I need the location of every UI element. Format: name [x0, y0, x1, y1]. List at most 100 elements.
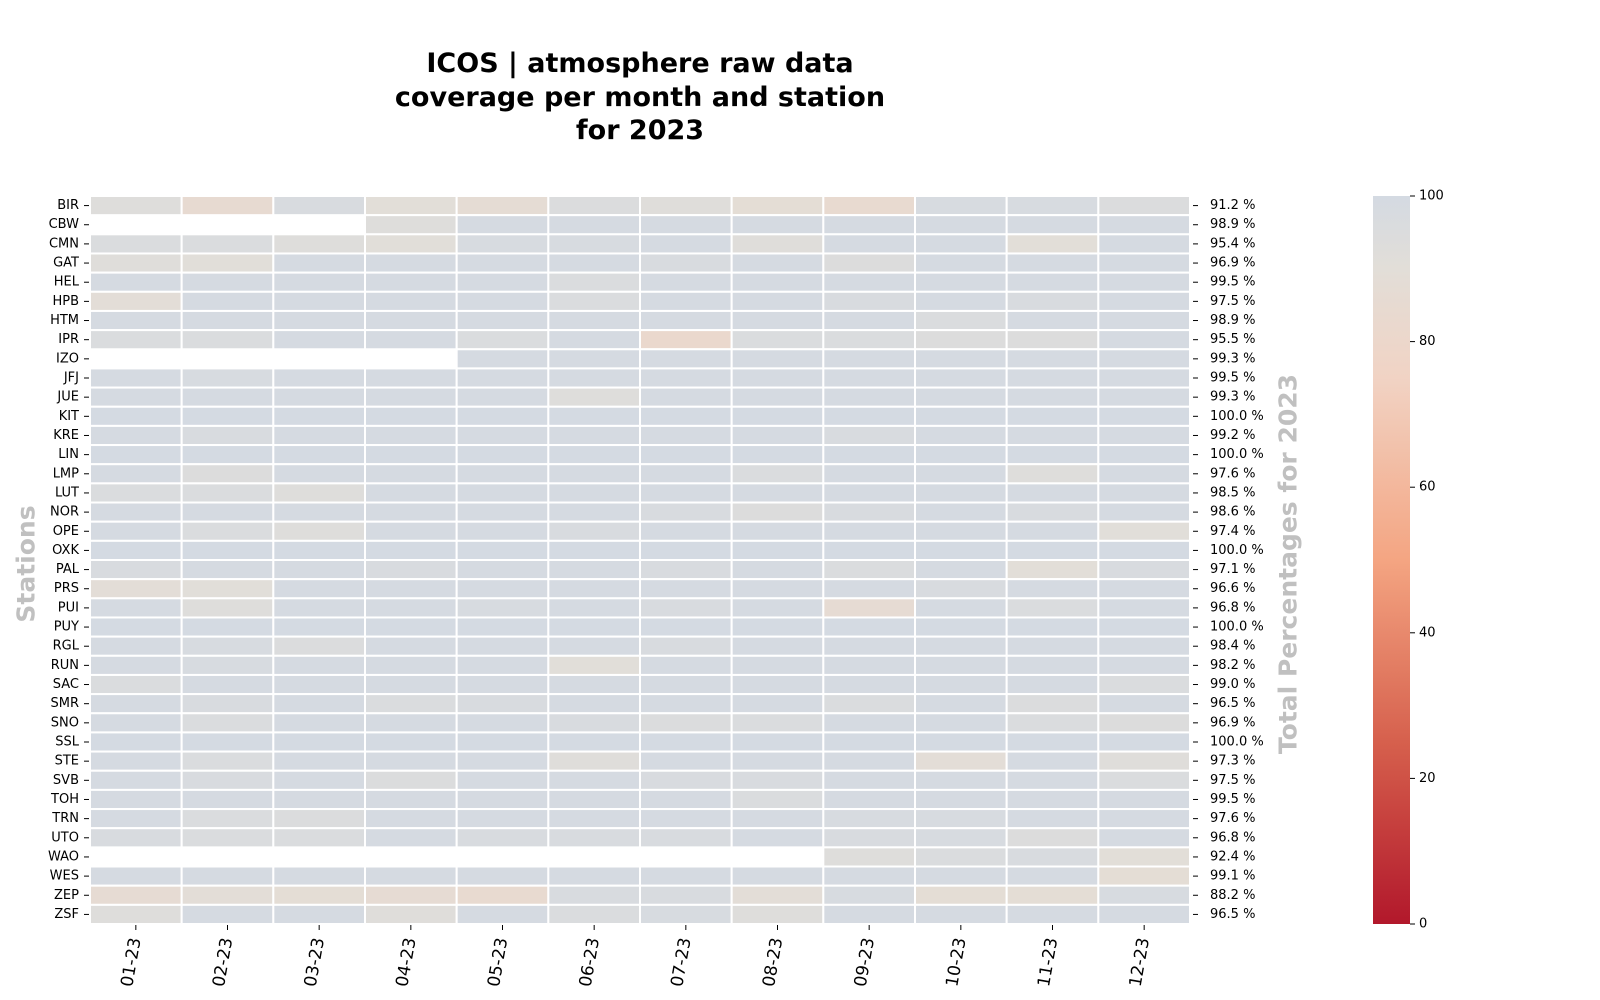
station-tick-label: WES [50, 869, 79, 884]
heatmap-cell [1005, 788, 1100, 811]
heatmap-cell [1097, 616, 1192, 638]
heatmap-cell [272, 769, 367, 791]
heatmap-cell [180, 329, 275, 351]
heatmap-cell [1097, 367, 1192, 389]
heatmap-cell [364, 616, 458, 638]
heatmap-cell [272, 271, 367, 293]
heatmap-cell [89, 673, 183, 696]
heatmap-cell [914, 214, 1008, 236]
heatmap-cell [914, 808, 1008, 830]
heatmap-cell [822, 559, 916, 581]
heatmap-cell [547, 788, 641, 811]
total-percentage-label: 98.9 % [1210, 313, 1255, 328]
station-tick-label: HTM [50, 313, 79, 328]
heatmap-cell [364, 903, 458, 925]
heatmap-cell [1097, 654, 1192, 676]
heatmap-cell [639, 559, 733, 581]
heatmap-cell [455, 252, 550, 274]
heatmap-cell [272, 559, 367, 581]
heatmap-cell [455, 233, 550, 255]
heatmap-cell [730, 539, 825, 561]
heatmap-cell [455, 616, 550, 638]
heatmap-cell [639, 501, 733, 523]
station-tick-label: KIT [59, 409, 79, 424]
heatmap-cell [822, 673, 916, 696]
heatmap-cell [822, 846, 916, 868]
right-axis-label: Total Percentages for 2023 [1274, 374, 1303, 754]
heatmap-cell [914, 673, 1008, 696]
total-percentage-label: 100.0 % [1210, 543, 1264, 558]
heatmap-cell [89, 827, 183, 849]
total-percentage-label: 92.4 % [1210, 849, 1255, 864]
heatmap-cell [364, 520, 458, 542]
heatmap-cell [89, 654, 183, 676]
heatmap-cell [730, 271, 825, 293]
heatmap-cell [1097, 769, 1192, 791]
heatmap-cell [822, 578, 916, 600]
heatmap-cell [1005, 348, 1100, 370]
heatmap-cell [547, 290, 641, 312]
heatmap-cell [1097, 195, 1192, 217]
station-tick-label: JFJ [63, 371, 79, 386]
heatmap-cell [1005, 903, 1100, 925]
station-tick-label: SAC [53, 677, 79, 692]
station-tick-label: CBW [49, 217, 80, 232]
heatmap-cell [89, 903, 183, 925]
heatmap-cell [914, 597, 1008, 619]
heatmap-cell [1097, 233, 1192, 255]
heatmap-cell [455, 750, 550, 772]
heatmap-cell [1005, 673, 1100, 696]
heatmap-cell [455, 405, 550, 427]
heatmap-cell [455, 348, 550, 370]
total-percentage-label: 98.2 % [1210, 658, 1255, 673]
total-percentage-label: 99.5 % [1210, 275, 1255, 290]
heatmap-cell [1005, 884, 1100, 906]
heatmap-cell [639, 808, 733, 830]
heatmap-cell [1005, 750, 1100, 772]
heatmap-cell [180, 808, 275, 830]
heatmap-cell [914, 616, 1008, 638]
y-axis-label: Stations [12, 505, 41, 622]
heatmap-cell [1097, 750, 1192, 772]
month-tick-label: 04-23 [392, 936, 420, 988]
heatmap-cell [455, 731, 550, 753]
heatmap-cell [914, 444, 1008, 466]
heatmap-cell [1005, 865, 1100, 887]
heatmap-cell [1005, 252, 1100, 274]
heatmap-cell [272, 616, 367, 638]
heatmap-cell [547, 463, 641, 485]
heatmap-cell [822, 271, 916, 293]
heatmap-cell [1005, 290, 1100, 312]
heatmap-cell [639, 827, 733, 849]
heatmap-cell [455, 884, 550, 906]
heatmap-cell [89, 597, 183, 619]
heatmap-cell [639, 482, 733, 504]
heatmap-cell [639, 750, 733, 772]
heatmap-cell [364, 635, 458, 657]
station-tick-label: PUY [54, 620, 79, 635]
heatmap-cell [364, 444, 458, 466]
heatmap-cell [822, 731, 916, 753]
heatmap-cell [1097, 539, 1192, 561]
colorbar-tick-label: 100 [1419, 189, 1444, 204]
heatmap-cell [364, 195, 458, 217]
heatmap-cell [364, 808, 458, 830]
heatmap-cell [1097, 578, 1192, 600]
heatmap-cell [822, 884, 916, 906]
heatmap-cell [914, 769, 1008, 791]
heatmap-cell [547, 501, 641, 523]
heatmap-cell [914, 482, 1008, 504]
heatmap-cell [89, 405, 183, 427]
heatmap-cell [89, 386, 183, 408]
heatmap-cell [914, 654, 1008, 676]
station-tick-label: STE [55, 754, 79, 769]
heatmap-cell [822, 616, 916, 638]
heatmap-cell [89, 788, 183, 811]
heatmap-cell [364, 214, 458, 236]
heatmap-cell [914, 731, 1008, 753]
heatmap-cell [89, 559, 183, 581]
heatmap-cell [547, 712, 641, 734]
total-percentage-label: 98.4 % [1210, 639, 1255, 654]
station-tick-label: WAO [48, 849, 79, 864]
heatmap-cell [1097, 501, 1192, 523]
